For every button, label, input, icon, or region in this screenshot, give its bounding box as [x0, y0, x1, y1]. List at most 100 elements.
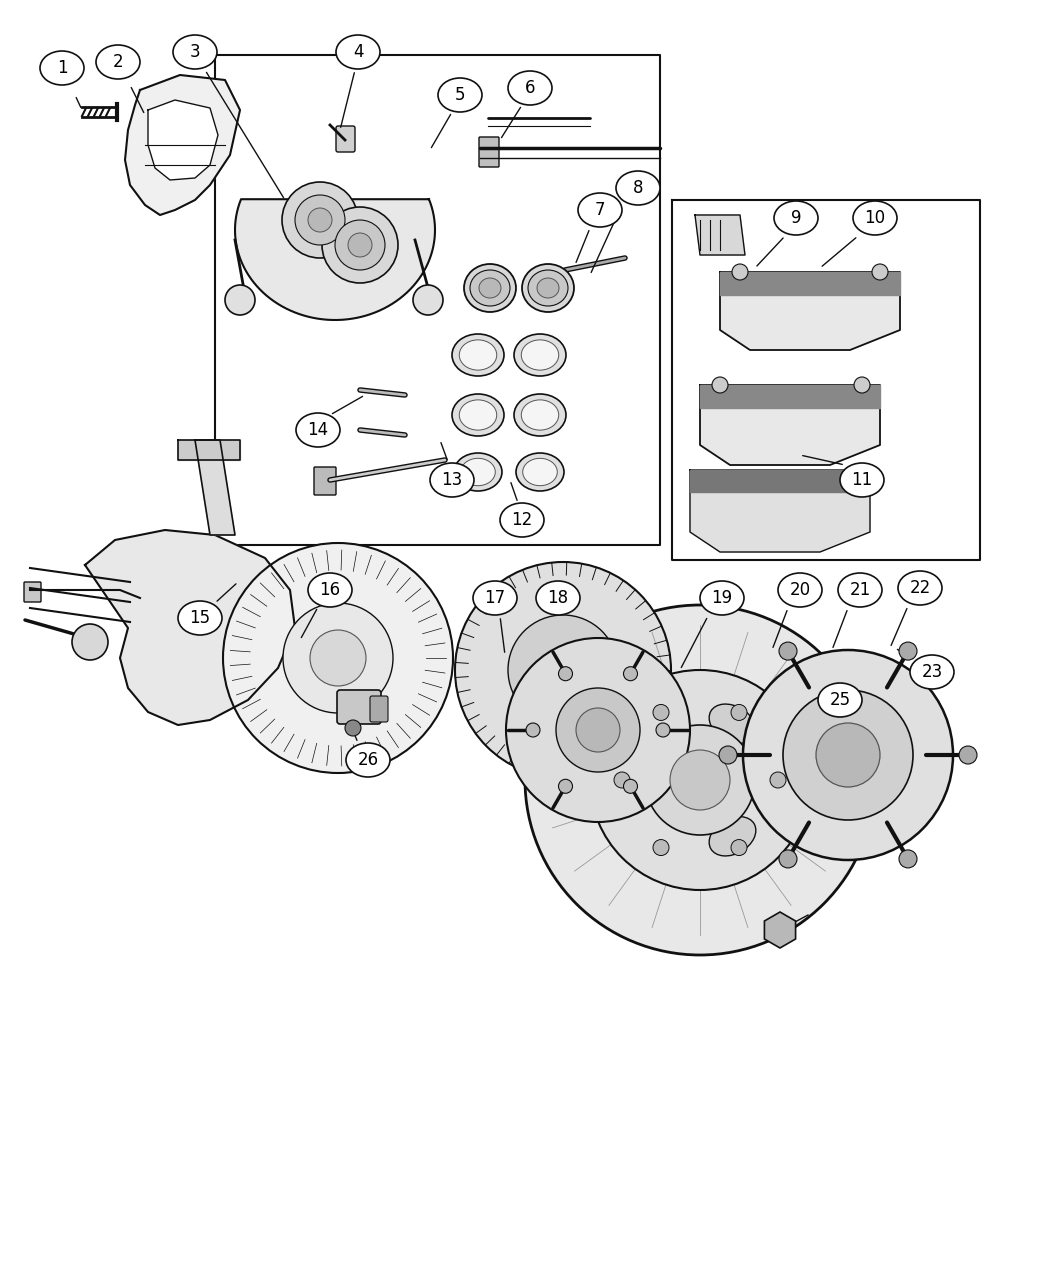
Circle shape [72, 623, 108, 660]
Polygon shape [700, 385, 880, 408]
Text: 4: 4 [353, 43, 363, 61]
Ellipse shape [818, 683, 862, 717]
Text: 23: 23 [922, 663, 943, 681]
Ellipse shape [840, 463, 884, 497]
Ellipse shape [500, 504, 544, 537]
Circle shape [455, 562, 671, 778]
Circle shape [590, 669, 810, 890]
Ellipse shape [536, 581, 580, 615]
Ellipse shape [528, 270, 568, 306]
Polygon shape [720, 272, 900, 295]
Text: 17: 17 [484, 589, 505, 607]
Circle shape [731, 839, 747, 856]
Circle shape [556, 688, 640, 771]
Ellipse shape [459, 340, 497, 370]
Circle shape [413, 286, 443, 315]
Circle shape [712, 377, 728, 393]
Ellipse shape [178, 601, 222, 635]
Circle shape [779, 850, 797, 868]
Circle shape [779, 643, 797, 660]
Circle shape [624, 667, 637, 681]
Ellipse shape [308, 572, 352, 607]
Circle shape [732, 264, 748, 280]
Circle shape [743, 650, 953, 861]
Ellipse shape [508, 71, 552, 105]
Polygon shape [85, 530, 295, 725]
Text: 9: 9 [791, 209, 801, 227]
Circle shape [506, 638, 690, 822]
Circle shape [645, 725, 755, 835]
Ellipse shape [472, 581, 517, 615]
Polygon shape [700, 385, 880, 465]
Text: 16: 16 [319, 581, 340, 599]
Ellipse shape [464, 264, 516, 312]
Circle shape [223, 543, 453, 773]
FancyBboxPatch shape [479, 136, 499, 167]
Polygon shape [178, 440, 240, 460]
Polygon shape [695, 215, 746, 255]
Ellipse shape [521, 340, 559, 370]
FancyBboxPatch shape [314, 467, 336, 495]
Polygon shape [235, 199, 435, 320]
Ellipse shape [459, 400, 497, 430]
Text: 2: 2 [112, 54, 123, 71]
Ellipse shape [910, 655, 954, 688]
Circle shape [525, 606, 875, 955]
Circle shape [783, 690, 914, 820]
Circle shape [559, 667, 572, 681]
Text: 11: 11 [852, 470, 873, 490]
Ellipse shape [430, 463, 474, 497]
Circle shape [656, 723, 670, 737]
Ellipse shape [96, 45, 140, 79]
Ellipse shape [336, 34, 380, 69]
Ellipse shape [516, 453, 564, 491]
Text: 1: 1 [57, 59, 67, 76]
FancyBboxPatch shape [337, 690, 381, 724]
Text: 14: 14 [308, 421, 329, 439]
Ellipse shape [454, 453, 502, 491]
Ellipse shape [40, 51, 84, 85]
Ellipse shape [461, 458, 496, 486]
Circle shape [345, 720, 361, 736]
Ellipse shape [514, 394, 566, 436]
Circle shape [576, 708, 620, 752]
Text: 5: 5 [455, 85, 465, 105]
Circle shape [614, 771, 630, 788]
Circle shape [295, 195, 345, 245]
Ellipse shape [617, 755, 652, 805]
Ellipse shape [778, 572, 822, 607]
Text: 19: 19 [712, 589, 733, 607]
Circle shape [653, 839, 669, 856]
Circle shape [670, 750, 730, 810]
Text: 18: 18 [547, 589, 568, 607]
Ellipse shape [853, 201, 897, 235]
Circle shape [854, 377, 870, 393]
Text: 13: 13 [441, 470, 463, 490]
Circle shape [719, 746, 737, 764]
Circle shape [872, 264, 888, 280]
Circle shape [284, 603, 393, 713]
FancyBboxPatch shape [370, 696, 388, 722]
Ellipse shape [438, 78, 482, 112]
Ellipse shape [709, 704, 756, 743]
Ellipse shape [452, 394, 504, 436]
Text: 8: 8 [633, 179, 644, 198]
Ellipse shape [578, 193, 622, 227]
Text: 20: 20 [790, 581, 811, 599]
Circle shape [653, 705, 669, 720]
Ellipse shape [898, 571, 942, 606]
Ellipse shape [470, 270, 510, 306]
Ellipse shape [523, 458, 558, 486]
Polygon shape [720, 272, 900, 351]
Text: 22: 22 [909, 579, 930, 597]
Circle shape [322, 207, 398, 283]
Text: 26: 26 [357, 751, 379, 769]
Ellipse shape [521, 400, 559, 430]
Polygon shape [690, 470, 870, 492]
Ellipse shape [537, 278, 559, 298]
Ellipse shape [709, 817, 756, 856]
Ellipse shape [838, 572, 882, 607]
Circle shape [282, 182, 358, 258]
Ellipse shape [616, 171, 660, 205]
Text: 15: 15 [189, 609, 211, 627]
